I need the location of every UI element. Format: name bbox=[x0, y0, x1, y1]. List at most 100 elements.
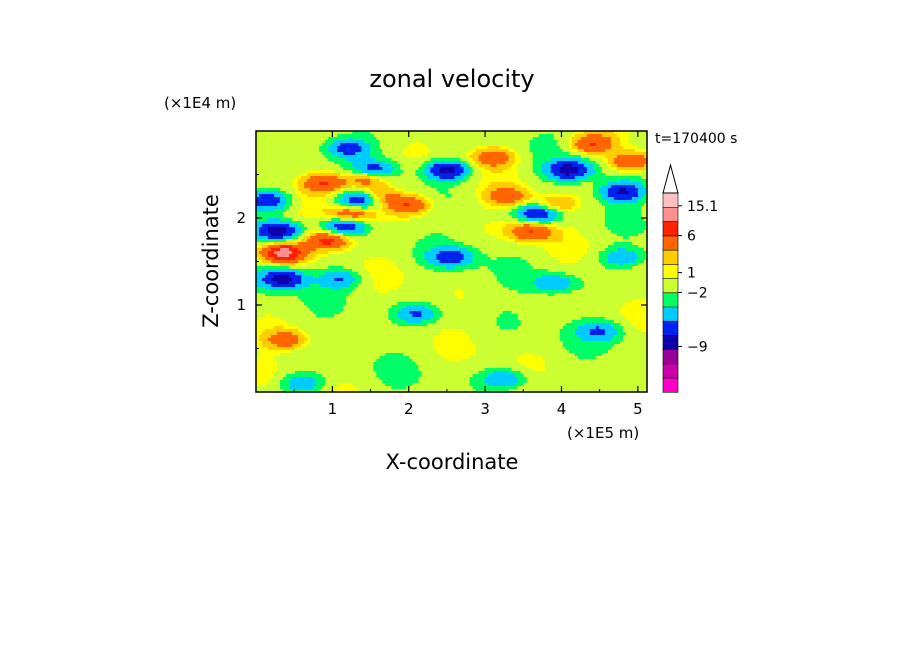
heatmap-cell bbox=[550, 191, 555, 195]
heatmap-cell bbox=[274, 152, 278, 156]
heatmap-cell bbox=[496, 170, 501, 174]
heatmap-cell bbox=[484, 203, 489, 207]
heatmap-cell bbox=[643, 155, 647, 159]
heatmap-cell bbox=[622, 197, 627, 201]
heatmap-cell bbox=[583, 164, 588, 168]
heatmap-cell bbox=[484, 221, 489, 225]
heatmap-cell bbox=[538, 173, 543, 177]
heatmap-cell bbox=[367, 173, 371, 177]
heatmap-cell bbox=[475, 203, 480, 207]
heatmap-cell bbox=[274, 212, 278, 216]
heatmap-cell bbox=[439, 158, 444, 162]
heatmap-cell bbox=[481, 167, 486, 171]
heatmap-cell bbox=[589, 149, 594, 153]
heatmap-cell bbox=[415, 137, 420, 141]
heatmap-cell bbox=[355, 131, 359, 135]
heatmap-cell bbox=[304, 146, 308, 150]
heatmap-cell bbox=[535, 164, 540, 168]
heatmap-cell bbox=[628, 185, 633, 189]
heatmap-cell bbox=[313, 155, 317, 159]
heatmap-cell bbox=[322, 188, 326, 192]
heatmap-cell bbox=[487, 182, 492, 186]
heatmap-cell bbox=[355, 149, 359, 153]
heatmap-cell bbox=[439, 194, 444, 198]
heatmap-cell bbox=[607, 197, 612, 201]
heatmap-cell bbox=[409, 131, 413, 135]
heatmap-cell bbox=[595, 137, 600, 141]
heatmap-cell bbox=[511, 143, 516, 147]
heatmap-cell bbox=[361, 131, 365, 135]
heatmap-cell bbox=[586, 188, 591, 192]
heatmap-cell bbox=[421, 140, 426, 144]
heatmap-cell bbox=[631, 176, 636, 180]
heatmap-cell bbox=[376, 191, 380, 195]
heatmap-cell bbox=[496, 194, 501, 198]
heatmap-cell bbox=[280, 191, 284, 195]
heatmap-cell bbox=[535, 218, 540, 222]
heatmap-cell bbox=[460, 176, 465, 180]
heatmap-cell bbox=[445, 182, 450, 186]
heatmap-cell bbox=[427, 155, 432, 159]
heatmap-cell bbox=[433, 221, 438, 225]
heatmap-cell bbox=[574, 161, 579, 165]
heatmap-cell bbox=[358, 158, 362, 162]
heatmap-cell bbox=[262, 167, 266, 171]
heatmap-cell bbox=[529, 188, 534, 192]
heatmap-cell bbox=[400, 224, 404, 228]
heatmap-cell bbox=[400, 191, 404, 195]
heatmap-cell bbox=[619, 170, 624, 174]
heatmap-cell bbox=[334, 188, 338, 192]
heatmap-cell bbox=[370, 203, 374, 207]
heatmap-cell bbox=[445, 197, 450, 201]
heatmap-cell bbox=[640, 137, 645, 141]
heatmap-cell bbox=[610, 146, 615, 150]
heatmap-cell bbox=[526, 164, 531, 168]
heatmap-cell bbox=[319, 173, 323, 177]
heatmap-cell bbox=[430, 194, 435, 198]
heatmap-cell bbox=[262, 215, 266, 219]
heatmap-cell bbox=[505, 197, 510, 201]
heatmap-cell bbox=[445, 170, 450, 174]
heatmap-cell bbox=[499, 146, 504, 150]
heatmap-cell bbox=[391, 179, 395, 183]
heatmap-cell bbox=[406, 200, 410, 204]
heatmap-cell bbox=[328, 167, 332, 171]
heatmap-cell bbox=[643, 173, 647, 177]
heatmap-cell bbox=[460, 164, 465, 168]
heatmap-cell bbox=[514, 149, 519, 153]
heatmap-cell bbox=[574, 212, 579, 216]
heatmap-cell bbox=[469, 179, 474, 183]
heatmap-cell bbox=[340, 152, 344, 156]
heatmap-cell bbox=[385, 161, 389, 165]
heatmap-cell bbox=[598, 206, 603, 210]
heatmap-cell bbox=[343, 167, 347, 171]
heatmap-cell bbox=[568, 212, 573, 216]
heatmap-cell bbox=[529, 185, 534, 189]
heatmap-cell bbox=[505, 224, 510, 228]
heatmap-cell bbox=[526, 152, 531, 156]
heatmap-cell bbox=[415, 161, 420, 165]
heatmap-cell bbox=[304, 170, 308, 174]
heatmap-cell bbox=[331, 131, 335, 135]
heatmap-cell bbox=[490, 203, 495, 207]
heatmap-cell bbox=[301, 197, 305, 201]
heatmap-cell bbox=[574, 179, 579, 183]
heatmap-cell bbox=[397, 224, 401, 228]
heatmap-cell bbox=[280, 176, 284, 180]
heatmap-cell bbox=[550, 152, 555, 156]
heatmap-cell bbox=[508, 224, 513, 228]
heatmap-cell bbox=[595, 218, 600, 222]
heatmap-cell bbox=[421, 227, 426, 231]
heatmap-cell bbox=[343, 137, 347, 141]
heatmap-cell bbox=[469, 137, 474, 141]
heatmap-cell bbox=[529, 143, 534, 147]
heatmap-cell bbox=[571, 158, 576, 162]
heatmap-cell bbox=[616, 170, 621, 174]
heatmap-cell bbox=[412, 137, 417, 141]
heatmap-cell bbox=[622, 212, 627, 216]
heatmap-cell bbox=[262, 221, 266, 225]
heatmap-cell bbox=[394, 191, 398, 195]
heatmap-cell bbox=[478, 194, 483, 198]
heatmap-cell bbox=[625, 215, 630, 219]
heatmap-cell bbox=[547, 191, 552, 195]
